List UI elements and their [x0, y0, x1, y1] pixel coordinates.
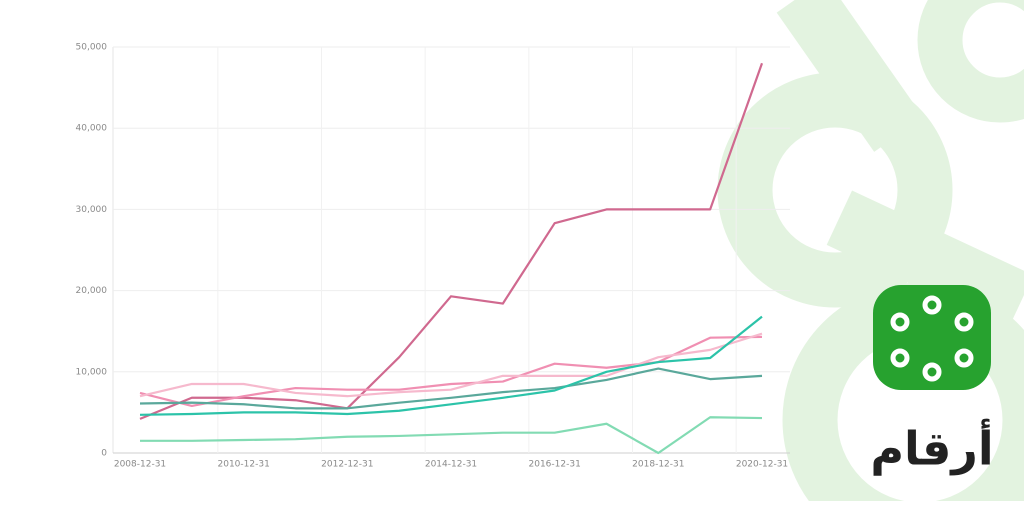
series-line [140, 416, 763, 455]
x-tick-label: 2018-12-31 [632, 460, 684, 470]
logo-badge [873, 285, 991, 390]
y-tick-label: 0 [101, 449, 107, 459]
series-line [139, 315, 763, 416]
x-tick-label: 2008-12-31 [114, 460, 166, 470]
y-tick-label: 20,000 [76, 286, 108, 296]
logo: أرقام [870, 285, 994, 476]
logo-text: أرقام [870, 419, 993, 476]
y-tick-label: 10,000 [76, 367, 108, 377]
series-line [139, 367, 763, 410]
logo-pattern [890, 295, 974, 382]
series-line [139, 332, 763, 398]
x-tick-label: 2020-12-31 [736, 460, 788, 470]
x-tick-label: 2014-12-31 [425, 460, 477, 470]
series-line [139, 62, 764, 420]
y-tick-label: 50,000 [76, 43, 108, 53]
x-tick-label: 2016-12-31 [529, 460, 581, 470]
x-tick-label: 2010-12-31 [218, 460, 270, 470]
y-tick-label: 40,000 [76, 124, 108, 134]
x-tick-label: 2012-12-31 [321, 460, 373, 470]
y-tick-label: 30,000 [76, 205, 108, 215]
